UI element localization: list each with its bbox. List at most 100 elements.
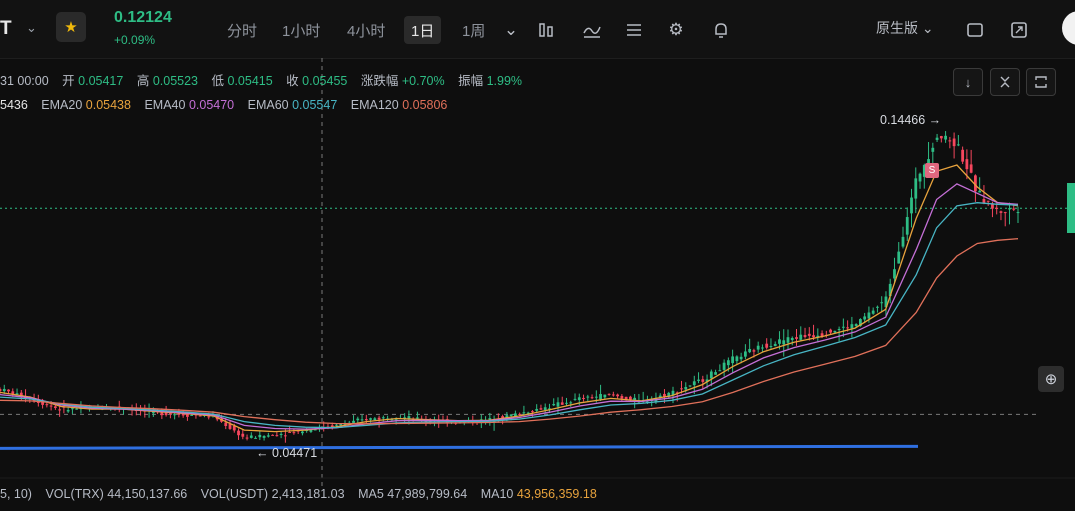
arrow-down-icon[interactable]: ↓ [953, 68, 983, 96]
ma10-label: MA10 [480, 487, 514, 501]
candle-body [871, 310, 875, 314]
chevron-down-icon[interactable]: ⌄ [26, 20, 37, 35]
candle-body [918, 173, 922, 182]
volume-legend: 5, 10) VOL(TRX) 44,150,137.66 VOL(USDT) … [0, 487, 597, 501]
candle-body [854, 324, 858, 327]
star-icon[interactable]: ★ [56, 12, 86, 42]
candle-body [782, 340, 786, 345]
draw-icon[interactable] [578, 16, 606, 44]
candle-body [893, 269, 896, 279]
layout-icon[interactable] [620, 16, 648, 44]
candle-body [1012, 208, 1016, 210]
candle-body [45, 404, 49, 406]
tab-4h[interactable]: 4小时 [347, 22, 386, 40]
candle-body [75, 408, 79, 410]
candle-body [752, 350, 756, 352]
candle-body [531, 411, 534, 413]
tab-timeline[interactable]: 分时 [227, 22, 258, 40]
alert-icon[interactable] [707, 16, 735, 44]
price-chart[interactable] [0, 58, 1075, 511]
collapse-icon[interactable] [990, 68, 1020, 96]
candle-body [335, 424, 338, 426]
ohlc-legend: 31 00:00 开 0.05417 高 0.05523 低 0.05415 收… [0, 70, 522, 89]
candle-body [986, 200, 990, 202]
ema40-value: 0.05470 [188, 98, 235, 112]
candle-body [58, 409, 62, 411]
candle-body [761, 347, 764, 349]
chevron-down-icon[interactable]: ⌄ [503, 20, 519, 39]
candle-body [275, 435, 279, 437]
candle-body [620, 396, 624, 399]
candle-body [258, 434, 262, 438]
candle-body [671, 390, 675, 396]
candle-body [1008, 208, 1011, 210]
indicator-icon[interactable] [533, 16, 561, 44]
candle-body [974, 175, 977, 192]
close-value: 0.05455 [302, 74, 348, 88]
candle-body [863, 316, 867, 320]
low-price-marker: ← 0.04471 [256, 446, 318, 460]
candle-body [778, 339, 781, 344]
candle-body [552, 403, 556, 406]
candle-body [369, 418, 372, 420]
tab-1d[interactable]: 1日 [404, 16, 442, 44]
candle-body [53, 406, 57, 408]
candle-body [803, 335, 807, 337]
symbol-name[interactable]: T [0, 18, 12, 39]
ema20-value: 0.05438 [85, 98, 131, 112]
candle-body [49, 405, 53, 407]
candle-body [11, 391, 15, 395]
settings-icon[interactable]: ⚙ [668, 20, 684, 39]
candle-body [271, 434, 275, 436]
candle-body [624, 396, 628, 400]
candle-body [292, 432, 296, 434]
candle-body [1016, 212, 1020, 214]
candle-body [501, 416, 505, 419]
expand-icon[interactable] [1026, 68, 1056, 96]
tab-1w[interactable]: 1周 [462, 22, 486, 40]
ema-line-ema20 [0, 164, 1019, 433]
candle-body [995, 207, 999, 209]
candle-body [769, 346, 773, 348]
support-line[interactable] [0, 444, 919, 450]
candle-body [2, 388, 6, 392]
candle-body [309, 429, 313, 432]
candle-body [948, 140, 952, 142]
candle-body [569, 402, 573, 404]
candle-body [245, 437, 249, 439]
candle-body [675, 392, 679, 394]
candle-body [773, 343, 777, 347]
candle-body [991, 203, 994, 209]
ma10-value: 43,956,359.18 [516, 487, 597, 501]
candle-body [364, 419, 368, 421]
candle-body [884, 296, 888, 308]
ema120-label: EMA120 [350, 98, 399, 112]
fullscreen-icon[interactable] [961, 16, 989, 44]
candle-body [0, 389, 2, 391]
candle-body [850, 324, 854, 329]
candle-body [765, 343, 769, 348]
close-label: 收 [286, 74, 299, 88]
maximize-icon[interactable] [1005, 16, 1033, 44]
candle-body [680, 388, 683, 390]
signal-badge[interactable]: S [925, 163, 939, 178]
price-change: +0.09% [114, 33, 156, 47]
candle-body [373, 418, 377, 421]
tab-1h[interactable]: 1小时 [282, 22, 321, 40]
legend-date: 31 00:00 [0, 74, 49, 88]
ema60-value: 0.05547 [292, 98, 338, 112]
candle-body [616, 394, 620, 397]
candle-body [969, 164, 973, 173]
candle-body [876, 306, 879, 308]
avatar[interactable] [1062, 11, 1075, 45]
candle-body [739, 356, 743, 360]
chart-type-select[interactable]: 原生版 ⌄ [876, 19, 934, 37]
candle-body [288, 432, 292, 434]
candle-body [407, 416, 411, 419]
plus-icon[interactable]: ⊕ [1038, 366, 1064, 392]
candle-body [32, 399, 36, 402]
candle-body [539, 408, 543, 410]
candle-body [177, 413, 181, 415]
candle-body [611, 394, 615, 396]
candle-body [880, 302, 884, 304]
